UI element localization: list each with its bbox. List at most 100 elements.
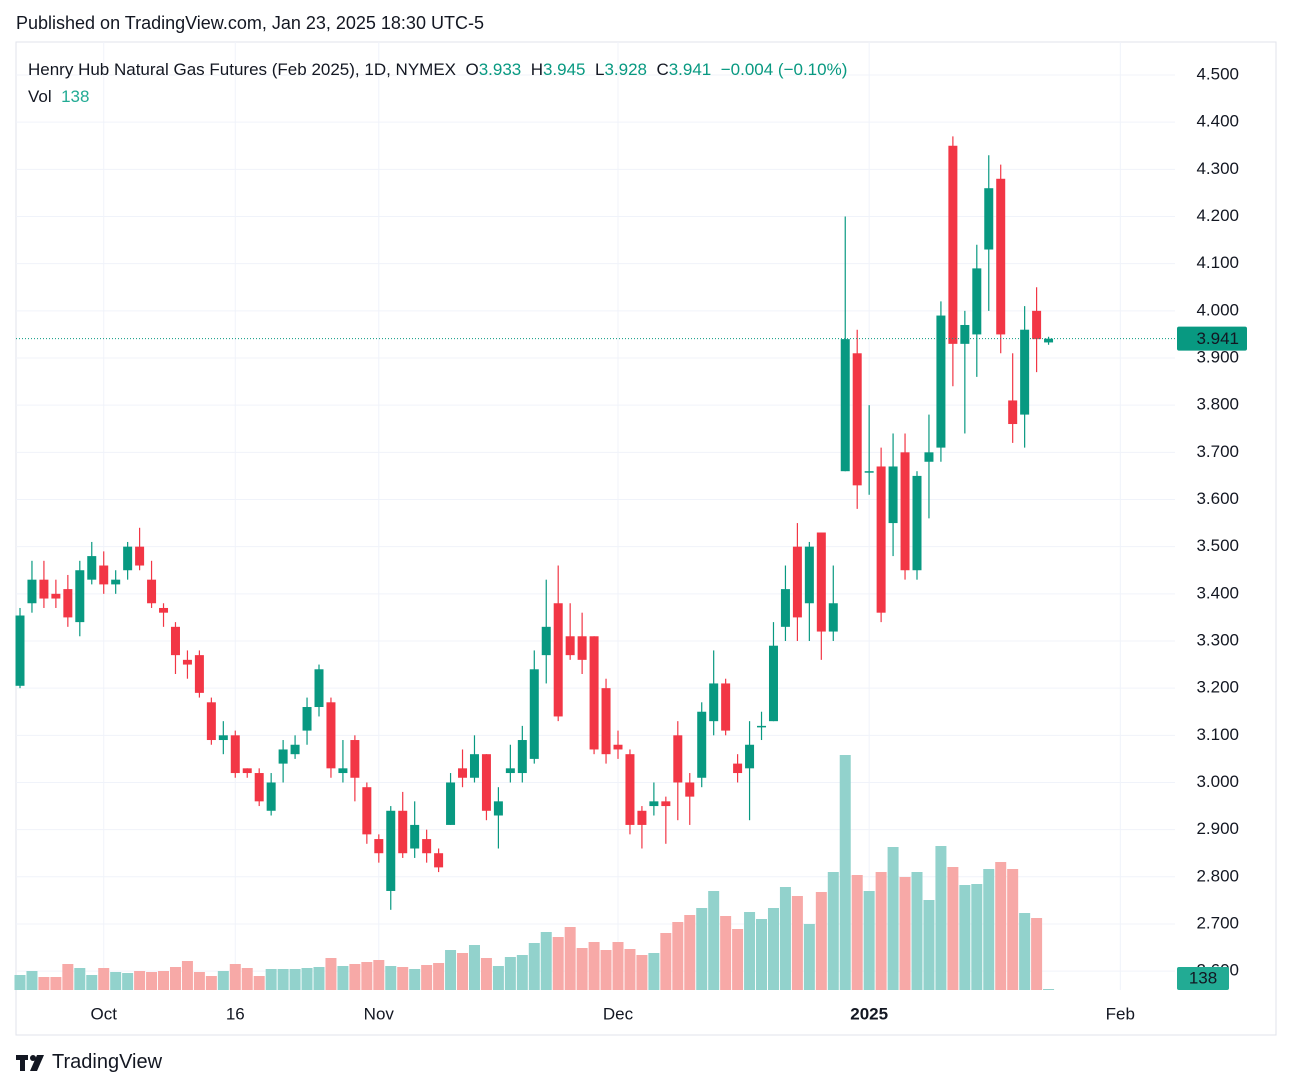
candle-body: [852, 353, 862, 486]
volume-bar: [672, 922, 684, 990]
candle-body: [828, 603, 838, 632]
volume-tag-label: 138: [1189, 968, 1217, 987]
candle-body: [613, 744, 623, 750]
candle-body: [374, 839, 384, 854]
y-tick-label: 3.200: [1196, 678, 1239, 697]
candle-body: [721, 683, 731, 731]
ohlc-key: O: [465, 60, 479, 79]
published-note: Published on TradingView.com, Jan 23, 20…: [16, 13, 484, 33]
x-tick-label: Oct: [90, 1004, 117, 1023]
volume-bar: [971, 884, 983, 990]
candle-body: [51, 593, 61, 599]
volume-bar: [457, 953, 469, 990]
axis-layer: 2.6002.7002.8002.9003.0003.1003.2003.300…: [16, 64, 1247, 1023]
y-tick-label: 4.200: [1196, 206, 1239, 225]
volume-bar: [289, 969, 301, 990]
candle-body: [864, 471, 874, 473]
volume-bar: [863, 891, 875, 990]
volume-bar: [241, 968, 253, 990]
y-tick-label: 4.000: [1196, 300, 1239, 319]
y-tick-label: 3.100: [1196, 725, 1239, 744]
volume-bar: [14, 975, 26, 990]
y-tick-label: 4.100: [1196, 253, 1239, 272]
volume-bar: [492, 966, 504, 990]
candle-body: [230, 735, 240, 774]
candle-body: [362, 787, 372, 835]
volume-bar: [265, 969, 277, 990]
volume-bar: [181, 961, 193, 990]
candle-body: [63, 589, 73, 618]
candle-body: [924, 452, 934, 462]
x-tick-label: Dec: [603, 1004, 634, 1023]
candle-body: [170, 626, 180, 656]
volume-bar: [445, 950, 457, 990]
volume-bar: [851, 875, 863, 990]
volume-bar: [122, 973, 134, 990]
candle-body: [194, 655, 204, 693]
volume-bar: [732, 929, 744, 990]
candle-body: [410, 824, 420, 849]
volume-bar: [433, 963, 445, 990]
candle-body: [649, 801, 659, 807]
volume-tag: [1177, 967, 1229, 990]
candle-body: [996, 178, 1006, 335]
candle-body: [446, 782, 456, 825]
candle-body: [936, 315, 946, 448]
candle-body: [135, 546, 145, 566]
volume-bar: [875, 872, 887, 990]
volume-bar: [612, 942, 624, 990]
candle-body: [338, 768, 348, 774]
candle-body: [481, 754, 491, 811]
volume-bar: [624, 949, 636, 990]
volume-bar: [277, 969, 289, 990]
y-tick-label: 3.000: [1196, 772, 1239, 791]
volume-bar: [50, 977, 62, 990]
volume-bar: [923, 900, 935, 990]
candle-body: [900, 452, 910, 571]
volume-bar: [899, 877, 911, 990]
volume-bar: [540, 932, 552, 990]
volume-layer: [14, 755, 1055, 990]
volume-bar: [385, 966, 397, 990]
candle-body: [27, 579, 37, 604]
candle-body: [290, 744, 300, 755]
candle-body: [601, 688, 611, 755]
candle-body: [1020, 329, 1030, 415]
volume-bar: [337, 966, 349, 990]
candle-body: [15, 615, 25, 686]
candle-body: [577, 636, 587, 660]
candle-body: [757, 725, 767, 728]
x-tick-label: 16: [226, 1004, 245, 1023]
candle-body: [553, 603, 563, 717]
candle-body: [780, 589, 790, 627]
instrument-title: Henry Hub Natural Gas Futures (Feb 2025)…: [28, 60, 456, 79]
volume-bar: [528, 943, 540, 990]
volume-bar: [468, 945, 480, 990]
candle-body: [505, 768, 515, 774]
volume-bar: [947, 867, 959, 990]
volume-bar: [504, 957, 516, 990]
last-price-tag: [1177, 326, 1247, 351]
volume-bar: [887, 847, 899, 990]
volume-bar: [684, 915, 696, 990]
volume-bar: [313, 967, 325, 990]
candle-body: [816, 532, 826, 632]
volume-bar: [193, 972, 205, 990]
y-tick-label: 2.700: [1196, 913, 1239, 932]
candle-body: [39, 579, 49, 599]
volume-bar: [301, 968, 313, 990]
volume-bar: [349, 964, 361, 990]
ohlc-key: H: [530, 60, 543, 79]
ohlc-key: L: [594, 60, 605, 79]
candle-body: [565, 636, 575, 656]
volume-value: 138: [61, 87, 90, 106]
candle-body: [266, 782, 276, 811]
candle-body: [182, 659, 192, 665]
ohlc-value: 3.945: [542, 60, 586, 79]
volume-bar: [564, 927, 576, 990]
ohlc-key: C: [656, 60, 669, 79]
candle-body: [673, 735, 683, 783]
volume-bar: [756, 919, 768, 990]
candle-body: [434, 853, 444, 868]
volume-bar: [146, 972, 158, 990]
